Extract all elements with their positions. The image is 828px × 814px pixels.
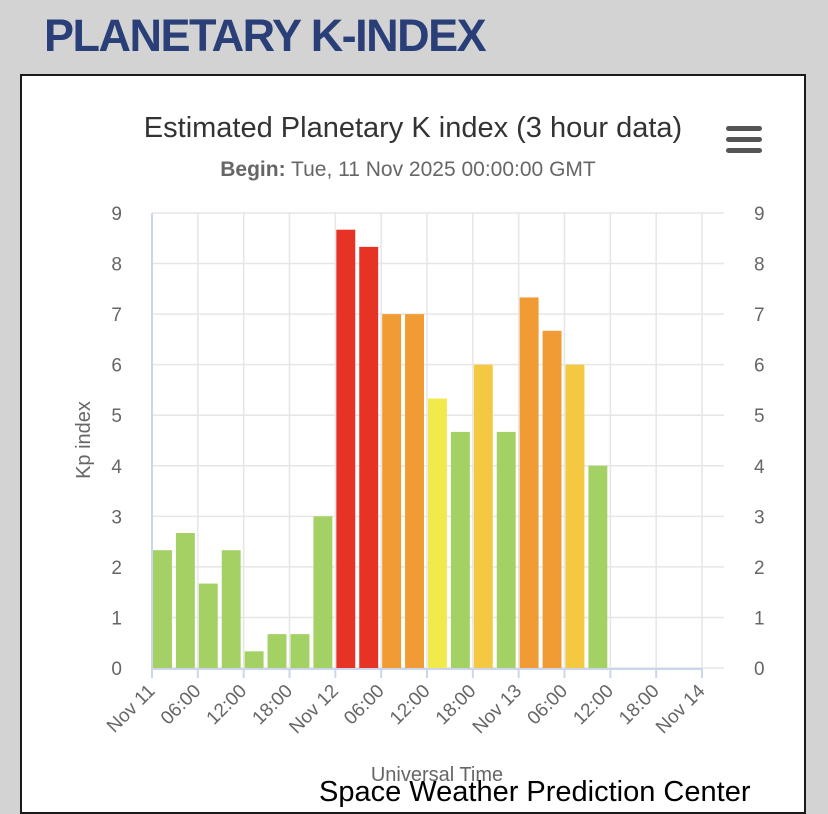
y-tick-label-left: 6 [111, 356, 122, 377]
kp-bar [244, 651, 264, 668]
kp-bar [382, 314, 402, 668]
y-tick-label-right: 8 [754, 255, 765, 276]
kp-bar [450, 431, 470, 668]
kp-bar [290, 634, 310, 668]
chart-menu-button[interactable] [726, 126, 762, 154]
kp-bar [313, 516, 333, 668]
kp-bar [267, 634, 287, 668]
kp-bar [519, 297, 539, 668]
x-tick-label: 12:00 [203, 681, 251, 729]
kp-bar [565, 364, 585, 668]
y-tick-label-left: 2 [111, 558, 122, 579]
y-tick-label-right: 6 [754, 356, 765, 377]
kp-bar [198, 583, 218, 668]
kp-bar [473, 364, 493, 668]
hamburger-icon-bar [726, 126, 762, 131]
x-tick-label: 06:00 [157, 681, 205, 729]
x-tick-label: Nov 12 [285, 681, 342, 738]
x-tick-label: 06:00 [340, 681, 388, 729]
kp-bar [588, 465, 608, 668]
y-axis-title: Kp index [73, 401, 95, 479]
kp-bar [542, 330, 562, 668]
chart-subtitle: Begin: Tue, 11 Nov 2025 00:00:00 GMT [0, 158, 828, 182]
y-tick-label-left: 5 [111, 406, 122, 427]
x-tick-label: 06:00 [524, 681, 572, 729]
y-tick-label-right: 7 [754, 305, 765, 326]
y-tick-label-left: 1 [111, 608, 122, 629]
kp-bar [359, 246, 379, 668]
y-tick-label-right: 3 [754, 507, 765, 528]
hamburger-icon-bar [726, 137, 762, 142]
x-tick-label: Nov 13 [469, 681, 526, 738]
kp-bar [428, 398, 447, 668]
x-tick-label: Nov 11 [103, 681, 159, 737]
y-tick-label-left: 9 [111, 204, 122, 225]
y-tick-label-left: 4 [111, 457, 122, 478]
kp-bar [405, 314, 424, 668]
x-tick-label: 12:00 [386, 681, 434, 729]
chart-title: Estimated Planetary K index (3 hour data… [143, 112, 683, 144]
subtitle-value: Tue, 11 Nov 2025 00:00:00 GMT [291, 158, 596, 181]
y-tick-label-right: 5 [754, 406, 765, 427]
x-axis-title: Universal Time [371, 764, 503, 786]
y-tick-label-right: 2 [754, 558, 765, 579]
y-tick-label-right: 4 [754, 457, 765, 478]
page-header: PLANETARY K-INDEX [44, 10, 487, 61]
kp-bar [496, 431, 516, 668]
y-tick-label-left: 8 [111, 255, 122, 276]
y-tick-label-right: 0 [754, 659, 765, 680]
y-tick-label-right: 9 [754, 204, 765, 225]
y-tick-label-right: 1 [754, 608, 765, 629]
y-tick-label-left: 3 [111, 507, 122, 528]
x-tick-label: Nov 14 [652, 680, 710, 738]
y-tick-label-left: 0 [111, 659, 122, 680]
kp-bar [336, 229, 356, 668]
y-tick-label-left: 7 [111, 305, 122, 326]
kp-bar [175, 533, 195, 668]
subtitle-label: Begin: [220, 158, 286, 181]
x-tick-label: 12:00 [569, 681, 617, 729]
hamburger-icon-bar [726, 148, 762, 153]
credit-text: Space Weather Prediction Center [319, 776, 751, 808]
kp-bar [153, 550, 172, 668]
kp-bar [221, 550, 241, 668]
